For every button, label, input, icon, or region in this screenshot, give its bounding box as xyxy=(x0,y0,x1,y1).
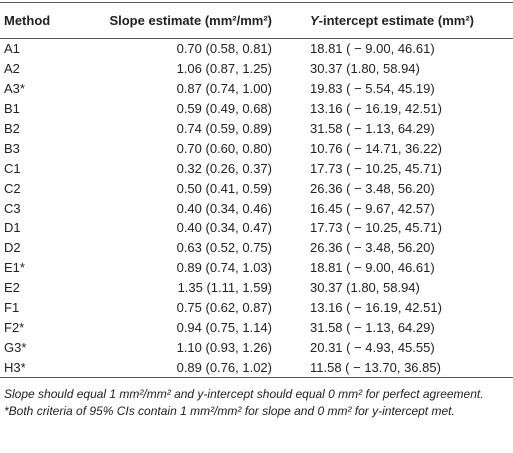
table-row: A3* 0.87 (0.74, 1.00) 19.83 ( − 5.54, 45.1… xyxy=(0,79,513,99)
table-row: D2 0.63 (0.52, 0.75) 26.36 ( − 3.48, 56.20… xyxy=(0,238,513,258)
table-row: A1 0.70 (0.58, 0.81) 18.81 ( − 9.00, 46.61… xyxy=(0,39,513,59)
table-cell: 1.10 (0.93, 1.26) xyxy=(176,339,272,355)
table-row: E1* 0.89 (0.74, 1.03) 18.81 ( − 9.00, 46.6… xyxy=(0,258,513,278)
table-cell: A2 xyxy=(4,61,20,77)
table-cell: D2 xyxy=(4,240,21,256)
table-cell: 0.70 (0.60, 0.80) xyxy=(176,140,272,156)
table-row: C2 0.50 (0.41, 0.59) 26.36 ( − 3.48, 56.20… xyxy=(0,178,513,198)
table-cell: C2 xyxy=(4,180,21,196)
header-text: -intercept estimate (mm²) xyxy=(318,13,474,28)
table-cell: 0.74 (0.59, 0.89) xyxy=(176,121,272,136)
table-cell: 26.36 ( − 3.48, 56.20) xyxy=(310,180,435,196)
table-cell: 26.36 ( − 3.48, 56.20) xyxy=(310,240,435,256)
table-row: B1 0.59 (0.49, 0.68) 13.16 ( − 16.19, 42.5… xyxy=(0,99,513,119)
table-row: D1 0.40 (0.34, 0.47) 17.73 ( − 10.25, 45.7… xyxy=(0,218,513,238)
table-cell: 0.59 (0.49, 0.68) xyxy=(176,101,272,117)
table-cell: 17.73 ( − 10.25, 45.71) xyxy=(310,160,442,176)
table-cell: 0.94 (0.75, 1.14) xyxy=(176,319,272,335)
table-cell: 0.63 (0.52, 0.75) xyxy=(176,240,272,256)
table-cell: F2* xyxy=(4,319,25,335)
table-body: A1 0.70 (0.58, 0.81) 18.81 ( − 9.00, 46.61… xyxy=(0,39,513,379)
table-row: H3* 0.89 (0.76, 1.02) 11.58 ( − 13.70, 36.… xyxy=(0,357,513,379)
table-cell: 11.58 ( − 13.70, 36.85) xyxy=(276,357,513,379)
table-row: B3 0.70 (0.60, 0.80) 10.76 ( − 14.71, 36.2… xyxy=(0,138,513,158)
table-cell: 18.81 ( − 9.00, 46.61) xyxy=(310,41,435,57)
table-cell: 0.70 (0.58, 0.81) xyxy=(176,41,272,57)
table-row: F2* 0.94 (0.75, 1.14) 31.58 ( − 1.13, 64.2… xyxy=(0,317,513,337)
table-cell: 19.83 ( − 5.54, 45.19) xyxy=(310,81,435,97)
table-cell: 0.40 (0.34, 0.47) xyxy=(176,220,272,236)
table-cell: 30.37 (1.80, 58.94) xyxy=(310,61,420,77)
header-cell: Y-intercept estimate (mm²) xyxy=(276,2,513,39)
table-cell: 20.31 ( − 4.93, 45.55) xyxy=(310,339,435,355)
table-cell: H3* xyxy=(0,357,98,379)
table-row: C1 0.32 (0.26, 0.37) 17.73 ( − 10.25, 45.7… xyxy=(0,158,513,178)
table-cell: 0.50 (0.41, 0.59) xyxy=(176,180,272,196)
table-cell: C3 xyxy=(4,200,21,216)
table-cell: 17.73 ( − 10.25, 45.71) xyxy=(310,220,442,236)
table-row: B2 0.74 (0.59, 0.89) 31.58 ( − 1.13, 64.29… xyxy=(0,119,513,139)
table-row: C3 0.40 (0.34, 0.46) 16.45 ( − 9.67, 42.57… xyxy=(0,198,513,218)
header-cell: Slope estimate (mm²/mm²) xyxy=(98,2,276,39)
table-cell: 18.81 ( − 9.00, 46.61) xyxy=(310,260,435,276)
table-cell: D1 xyxy=(4,220,21,236)
table-cell: E2 xyxy=(4,280,20,296)
table-cell: 1.06 (0.87, 1.25) xyxy=(176,61,272,77)
table-cell: B1 xyxy=(4,101,20,117)
table-cell: 31.58 ( − 1.13, 64.29) xyxy=(310,319,435,335)
table-cell: 0.75 (0.62, 0.87) xyxy=(176,300,272,316)
table-cell: A3* xyxy=(4,81,25,97)
table-row: G3* 1.10 (0.93, 1.26) 20.31 ( − 4.93, 45.5… xyxy=(0,337,513,357)
table-cell: G3* xyxy=(4,339,27,355)
table-cell: 0.32 (0.26, 0.37) xyxy=(176,160,272,176)
table-row: A2 1.06 (0.87, 1.25) 30.37 (1.80, 58.94) xyxy=(0,59,513,79)
table-cell: 30.37 (1.80, 58.94) xyxy=(310,280,420,296)
table-cell: 13.16 ( − 16.19, 42.51) xyxy=(310,101,442,117)
footnotes: Slope should equal 1 mm²/mm² and y-inter… xyxy=(0,378,513,420)
table-cell: 1.35 (1.11, 1.59) xyxy=(177,280,272,296)
table-cell: F1 xyxy=(4,300,20,316)
table-cell: B3 xyxy=(4,140,20,156)
table-cell: A1 xyxy=(4,41,20,57)
footnote: *Both criteria of 95% CIs contain 1 mm²/… xyxy=(4,404,455,419)
table-header: Method Slope estimate (mm²/mm²) Y-interc… xyxy=(0,2,513,39)
table: Method Slope estimate (mm²/mm²) Y-interc… xyxy=(0,2,513,379)
table-cell: 0.89 (0.74, 1.03) xyxy=(176,260,272,276)
table-cell: 16.45 ( − 9.67, 42.57) xyxy=(310,200,435,216)
table-cell: 0.87 (0.74, 1.00) xyxy=(176,81,272,97)
table-cell: 31.58 ( − 1.13, 64.29) xyxy=(310,121,435,136)
table-row: E2 1.35 (1.11, 1.59) 30.37 (1.80, 58.94) xyxy=(0,278,513,298)
table-cell: B2 xyxy=(4,121,20,136)
table-cell: C1 xyxy=(4,160,21,176)
header-cell: Method xyxy=(0,2,98,39)
footnote: Slope should equal 1 mm²/mm² and y-inter… xyxy=(4,387,484,402)
table-cell: 13.16 ( − 16.19, 42.51) xyxy=(310,300,442,316)
header-row: Method Slope estimate (mm²/mm²) Y-interc… xyxy=(0,2,513,39)
table-cell: 0.40 (0.34, 0.46) xyxy=(176,200,272,216)
table-cell: 10.76 ( − 14.71, 36.22) xyxy=(310,140,442,156)
table-row: F1 0.75 (0.62, 0.87) 13.16 ( − 16.19, 42.5… xyxy=(0,298,513,318)
header-italic: Y xyxy=(310,13,319,28)
table-cell: 0.89 (0.76, 1.02) xyxy=(98,357,276,379)
table-cell: E1* xyxy=(4,260,25,276)
